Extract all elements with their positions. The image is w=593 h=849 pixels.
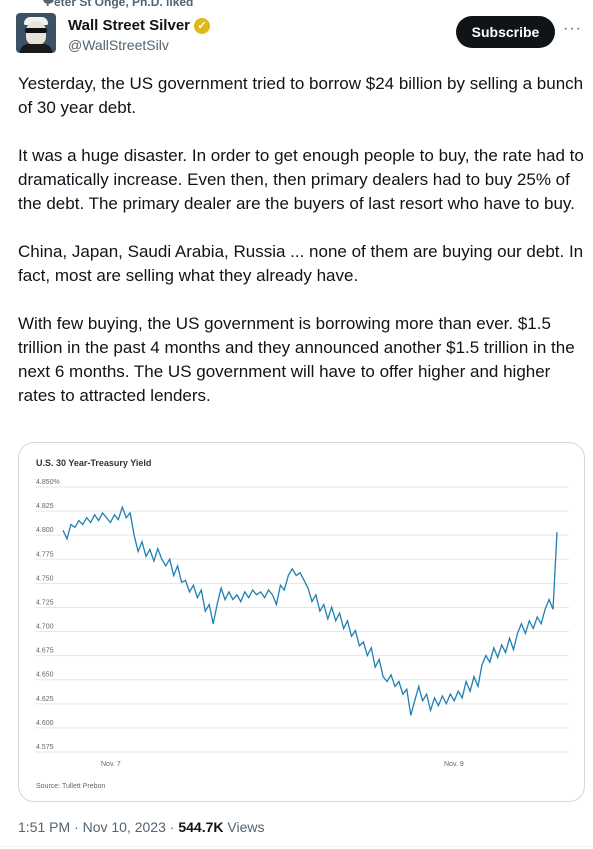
y-tick-label: 4.825 [36,503,54,510]
tweet-paragraph: It was a huge disaster. In order to get … [18,146,584,213]
y-tick-label: 4.575 [36,744,54,751]
avatar[interactable] [16,13,56,53]
tweet-paragraph: With few buying, the US government is bo… [18,314,575,405]
views-label: Views [223,819,265,835]
meta-separator: · [165,819,179,835]
tweet-paragraph: China, Japan, Saudi Arabia, Russia ... n… [18,242,584,285]
y-tick-label: 4.625 [36,696,54,703]
yield-chart: U.S. 30 Year-Treasury Yield Source: Tull… [36,458,569,790]
y-tick-label: 4.850% [36,479,60,486]
avatar-face [26,21,46,45]
chart-title: U.S. 30 Year-Treasury Yield [36,458,151,468]
series-line [62,505,558,716]
y-tick-label: 4.700 [36,624,54,631]
y-tick-label: 4.800 [36,527,54,534]
x-tick-label: Nov. 9 [444,761,464,768]
author-handle[interactable]: @WallStreetSilv [68,37,169,53]
chart-image-card[interactable]: U.S. 30 Year-Treasury Yield Source: Tull… [18,442,585,802]
divider [0,846,593,847]
views-count[interactable]: 544.7K [178,819,224,835]
y-tick-label: 4.650 [36,672,54,679]
y-tick-label: 4.725 [36,599,54,606]
more-options-icon[interactable]: ··· [563,20,582,37]
meta-separator: · [70,819,83,835]
heart-icon [43,0,53,4]
social-context[interactable]: Peter St Onge, Ph.D. liked [46,0,194,9]
tweet-time[interactable]: 1:51 PM [18,819,71,835]
y-tick-label: 4.675 [36,648,54,655]
avatar-suit [20,44,52,53]
tweet-paragraph: Yesterday, the US government tried to bo… [18,74,584,117]
y-tick-label: 4.600 [36,720,54,727]
y-tick-label: 4.775 [36,551,54,558]
x-tick-label: Nov. 7 [101,761,121,768]
y-tick-label: 4.750 [36,575,54,582]
verified-badge-icon[interactable]: ✓ [194,17,210,34]
author-name[interactable]: Wall Street Silver [68,17,190,34]
subscribe-button[interactable]: Subscribe [456,16,555,48]
tweet-text: Yesterday, the US government tried to bo… [18,72,584,432]
chart-source: Source: Tullett Prebon [36,783,105,790]
avatar-sunglasses [25,28,47,33]
tweet-date[interactable]: Nov 10, 2023 [82,819,166,835]
author-name-row[interactable]: Wall Street Silver ✓ [68,17,210,34]
tweet-meta: 1:51 PM · Nov 10, 2023 · 544.7K Views [18,819,264,835]
